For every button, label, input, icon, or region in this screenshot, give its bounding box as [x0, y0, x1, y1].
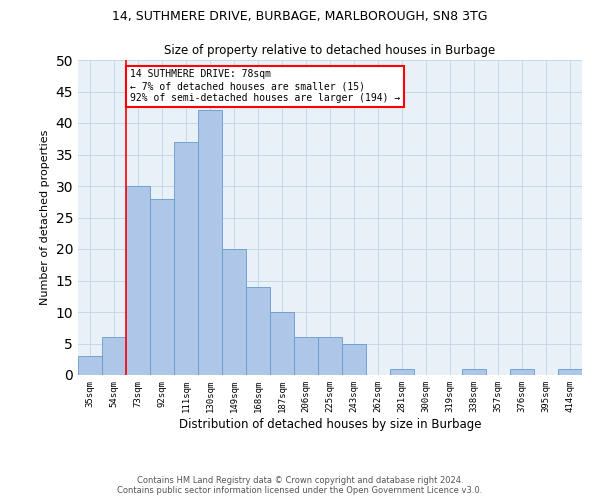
Bar: [558, 368, 582, 375]
Bar: [198, 110, 222, 375]
X-axis label: Distribution of detached houses by size in Burbage: Distribution of detached houses by size …: [179, 418, 481, 430]
Y-axis label: Number of detached properties: Number of detached properties: [40, 130, 50, 305]
Bar: [294, 337, 318, 375]
Bar: [174, 142, 198, 375]
Text: 14 SUTHMERE DRIVE: 78sqm
← 7% of detached houses are smaller (15)
92% of semi-de: 14 SUTHMERE DRIVE: 78sqm ← 7% of detache…: [130, 70, 400, 102]
Bar: [318, 337, 342, 375]
Bar: [102, 337, 126, 375]
Bar: [390, 368, 414, 375]
Bar: [270, 312, 294, 375]
Bar: [462, 368, 486, 375]
Bar: [78, 356, 102, 375]
Bar: [126, 186, 150, 375]
Bar: [222, 249, 246, 375]
Bar: [510, 368, 534, 375]
Text: Contains HM Land Registry data © Crown copyright and database right 2024.
Contai: Contains HM Land Registry data © Crown c…: [118, 476, 482, 495]
Bar: [246, 287, 270, 375]
Title: Size of property relative to detached houses in Burbage: Size of property relative to detached ho…: [164, 44, 496, 58]
Text: 14, SUTHMERE DRIVE, BURBAGE, MARLBOROUGH, SN8 3TG: 14, SUTHMERE DRIVE, BURBAGE, MARLBOROUGH…: [112, 10, 488, 23]
Bar: [150, 198, 174, 375]
Bar: [342, 344, 366, 375]
